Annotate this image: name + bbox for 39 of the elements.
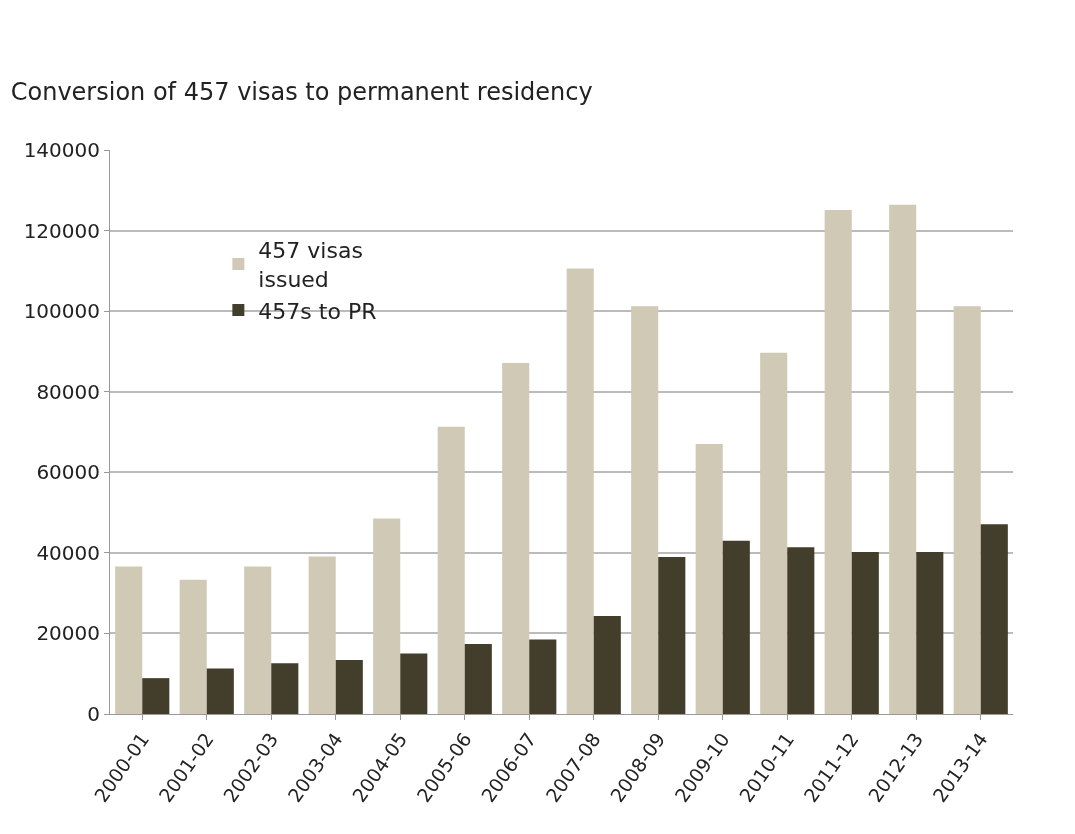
- bar: [502, 363, 530, 714]
- bar: [115, 566, 143, 714]
- bar: [244, 566, 272, 714]
- bar: [722, 540, 750, 714]
- y-tick-label: 140000: [23, 138, 100, 162]
- bar: [824, 210, 852, 714]
- bar: [566, 268, 594, 714]
- y-tick-label: 40000: [36, 540, 100, 565]
- legend-label: 457s to PR: [258, 298, 377, 324]
- bar: [308, 556, 336, 714]
- bar: [916, 552, 944, 714]
- bar: [142, 678, 170, 714]
- bar: [593, 616, 621, 714]
- bar: [464, 643, 492, 714]
- y-tick-label: 80000: [36, 379, 100, 404]
- bar: [760, 352, 788, 714]
- y-tick-label: 60000: [36, 460, 100, 485]
- bar: [179, 579, 207, 714]
- bar: [658, 556, 686, 714]
- bar: [271, 663, 299, 714]
- chart-title: Conversion of 457 visas to permanent residency: [10, 78, 593, 107]
- y-tick-label: 100000: [23, 299, 100, 324]
- bar: [400, 653, 428, 714]
- bar: [529, 639, 557, 714]
- bar: [787, 547, 815, 714]
- bar: [953, 306, 981, 714]
- bar: [206, 668, 234, 714]
- bar: [437, 426, 465, 714]
- bar: [335, 660, 363, 714]
- bar: [980, 524, 1008, 714]
- bar: [851, 552, 879, 714]
- y-tick-label: 20000: [36, 621, 100, 646]
- y-tick-label: 0: [87, 702, 100, 726]
- legend-label: 457 visas issued: [258, 238, 363, 292]
- y-tick-label: 120000: [23, 218, 100, 243]
- bar: [889, 204, 917, 714]
- bar: [631, 306, 659, 714]
- bar: [695, 444, 723, 714]
- bar: [373, 518, 401, 714]
